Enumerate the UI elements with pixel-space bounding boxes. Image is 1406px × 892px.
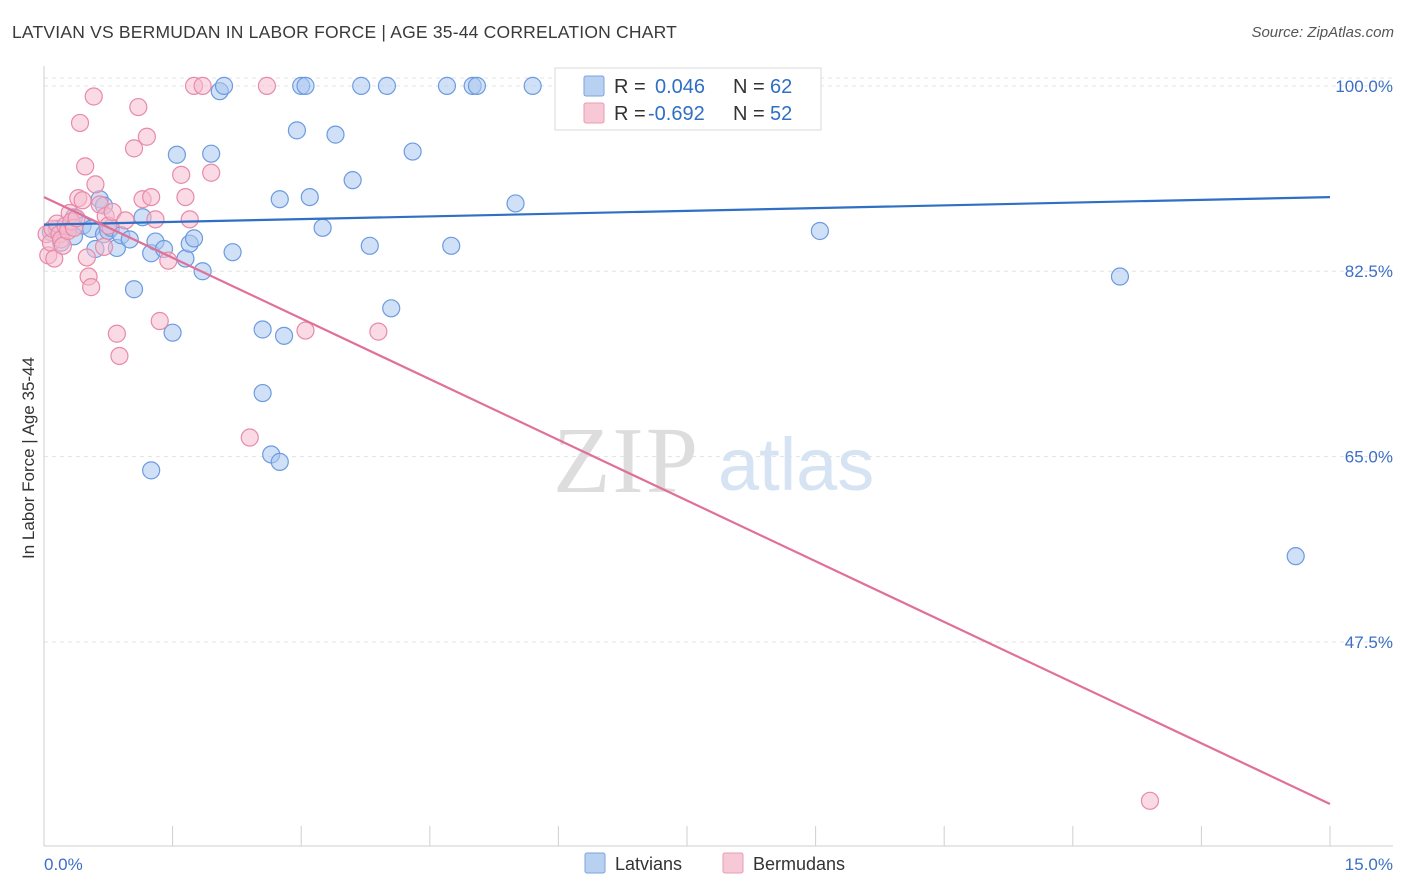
bottom-legend-swatch-latvians [584,852,606,874]
latvian-point [442,236,461,255]
legend-n-value-2: 52 [770,103,792,125]
y-tick-label: 100.0% [1335,77,1393,96]
latvian-point [523,76,542,95]
bermudan-point [257,76,277,95]
watermark: ZIP atlas [553,409,874,513]
bottom-legend-swatch-bermudans [722,852,744,874]
y-tick-label: 65.0% [1345,448,1393,467]
latvian-point [377,76,397,95]
bermudan-point [202,163,221,182]
bermudan-point [172,165,191,184]
legend-r-value-1: 0.046 [655,76,705,98]
legend-swatch-bermudan [583,102,605,124]
y-axis-title: In Labor Force | Age 35-44 [19,357,38,559]
legend-swatch-latvian [583,75,605,97]
axes [43,66,1393,847]
bermudan-point [107,324,126,343]
y-tick-labels: 100.0% 82.5% 65.0% 47.5% [1335,77,1393,652]
bermudan-point [296,321,315,340]
bermudan-point [193,76,212,95]
bermudan-point [124,139,144,158]
latvian-point [167,145,186,164]
x-tick-label-max: 15.0% [1345,855,1393,874]
legend-r-label-2: R = [614,103,646,125]
latvian-point [300,187,319,207]
bermudan-point [1140,791,1160,810]
y-tick-label: 82.5% [1345,262,1393,281]
latvian-point [506,194,525,213]
latvian-trendline [43,195,1331,226]
bermudan-point [176,187,195,207]
bermudan-point [103,202,122,222]
bermudan-point [84,87,103,106]
bermudan-point [369,322,388,341]
latvian-point [1110,267,1130,286]
latvian-point [287,121,307,140]
bermudan-point [142,187,161,207]
latvian-point [270,452,289,471]
latvian-point [253,383,272,403]
bermudan-point [82,278,101,297]
trendlines [43,195,1331,805]
legend-r-label-1: R = [614,76,646,98]
legend-r-value-2: -0.692 [648,103,705,125]
latvian-point [343,171,362,190]
latvian-point [223,243,242,262]
legend-n-label-2: N = [733,103,765,125]
bermudan-point [110,346,129,366]
series-legend: Latvians Bermudans [584,852,845,874]
bermudan-point [180,210,199,229]
latvian-point [352,76,371,95]
latvian-point [124,280,144,299]
latvian-point [437,76,457,95]
gridlines [44,77,1393,643]
legend-n-value-1: 62 [770,76,792,98]
latvian-point [810,221,829,241]
latvian-point [382,299,401,318]
latvian-point [270,190,289,209]
bermudan-point [129,97,148,117]
watermark-atlas: atlas [718,423,874,506]
bottom-legend-label-latvians: Latvians [615,854,682,874]
chart-source: Source: ZipAtlas.com [1251,24,1394,41]
latvian-point [296,76,315,95]
bermudan-point [137,127,156,146]
latvian-point [326,125,345,144]
x-tick-labels: 0.0% 15.0% [44,855,1393,874]
bermudan-point [73,191,92,210]
latvian-point [403,142,422,161]
latvian-point [467,76,487,95]
latvian-point [253,320,272,339]
latvian-point [214,76,234,95]
latvian-point [142,461,161,480]
bermudan-trendline [43,196,1331,805]
bermudan-point [86,175,105,194]
latvian-point [163,323,182,342]
latvian-point [184,229,204,248]
bermudan-point [94,237,114,256]
latvian-point [1286,547,1305,566]
bottom-legend-label-bermudans: Bermudans [753,854,845,874]
bermudan-point [45,249,64,268]
bermudan-point [70,113,90,133]
latvian-point [313,218,332,237]
x-tick-label-min: 0.0% [44,855,83,874]
latvian-point [360,236,379,255]
y-tick-label: 47.5% [1345,633,1393,652]
latvian-point [202,144,221,163]
bermudan-point [240,428,259,447]
stats-legend: R = 0.046 N = 62 R = -0.692 N = 52 [554,67,822,131]
bermudan-point [116,211,135,230]
bermudan-point [146,210,165,229]
bermudan-point [150,311,169,331]
bermudan-point [77,248,96,267]
latvian-point [274,326,294,345]
bermudan-point [76,157,95,176]
legend-n-label-1: N = [733,76,765,98]
chart-title: LATVIAN VS BERMUDAN IN LABOR FORCE | AGE… [12,22,677,42]
watermark-zip: ZIP [553,409,700,513]
